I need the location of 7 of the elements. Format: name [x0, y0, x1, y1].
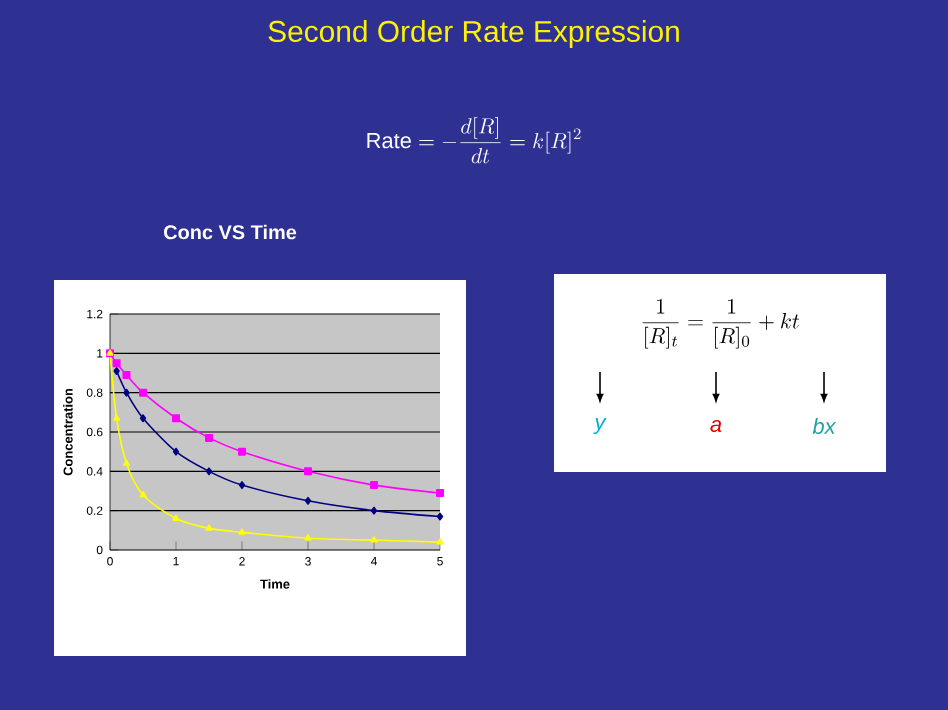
text: $\frac{1}{[R]_{t}}=\frac{1}{[R]_{0}}+kt$ [642, 298, 800, 349]
text: y [593, 417, 607, 435]
text: $\mathrm{Rate}=-\frac{d[R]}{dt}=k[R]^{2}$ [367, 116, 581, 164]
chart-subtitle: Second Order Rate Expression [268, 20, 679, 48]
chart-title: Conc VS Time [164, 224, 297, 240]
text: a [710, 420, 722, 433]
text: bx [812, 417, 837, 435]
